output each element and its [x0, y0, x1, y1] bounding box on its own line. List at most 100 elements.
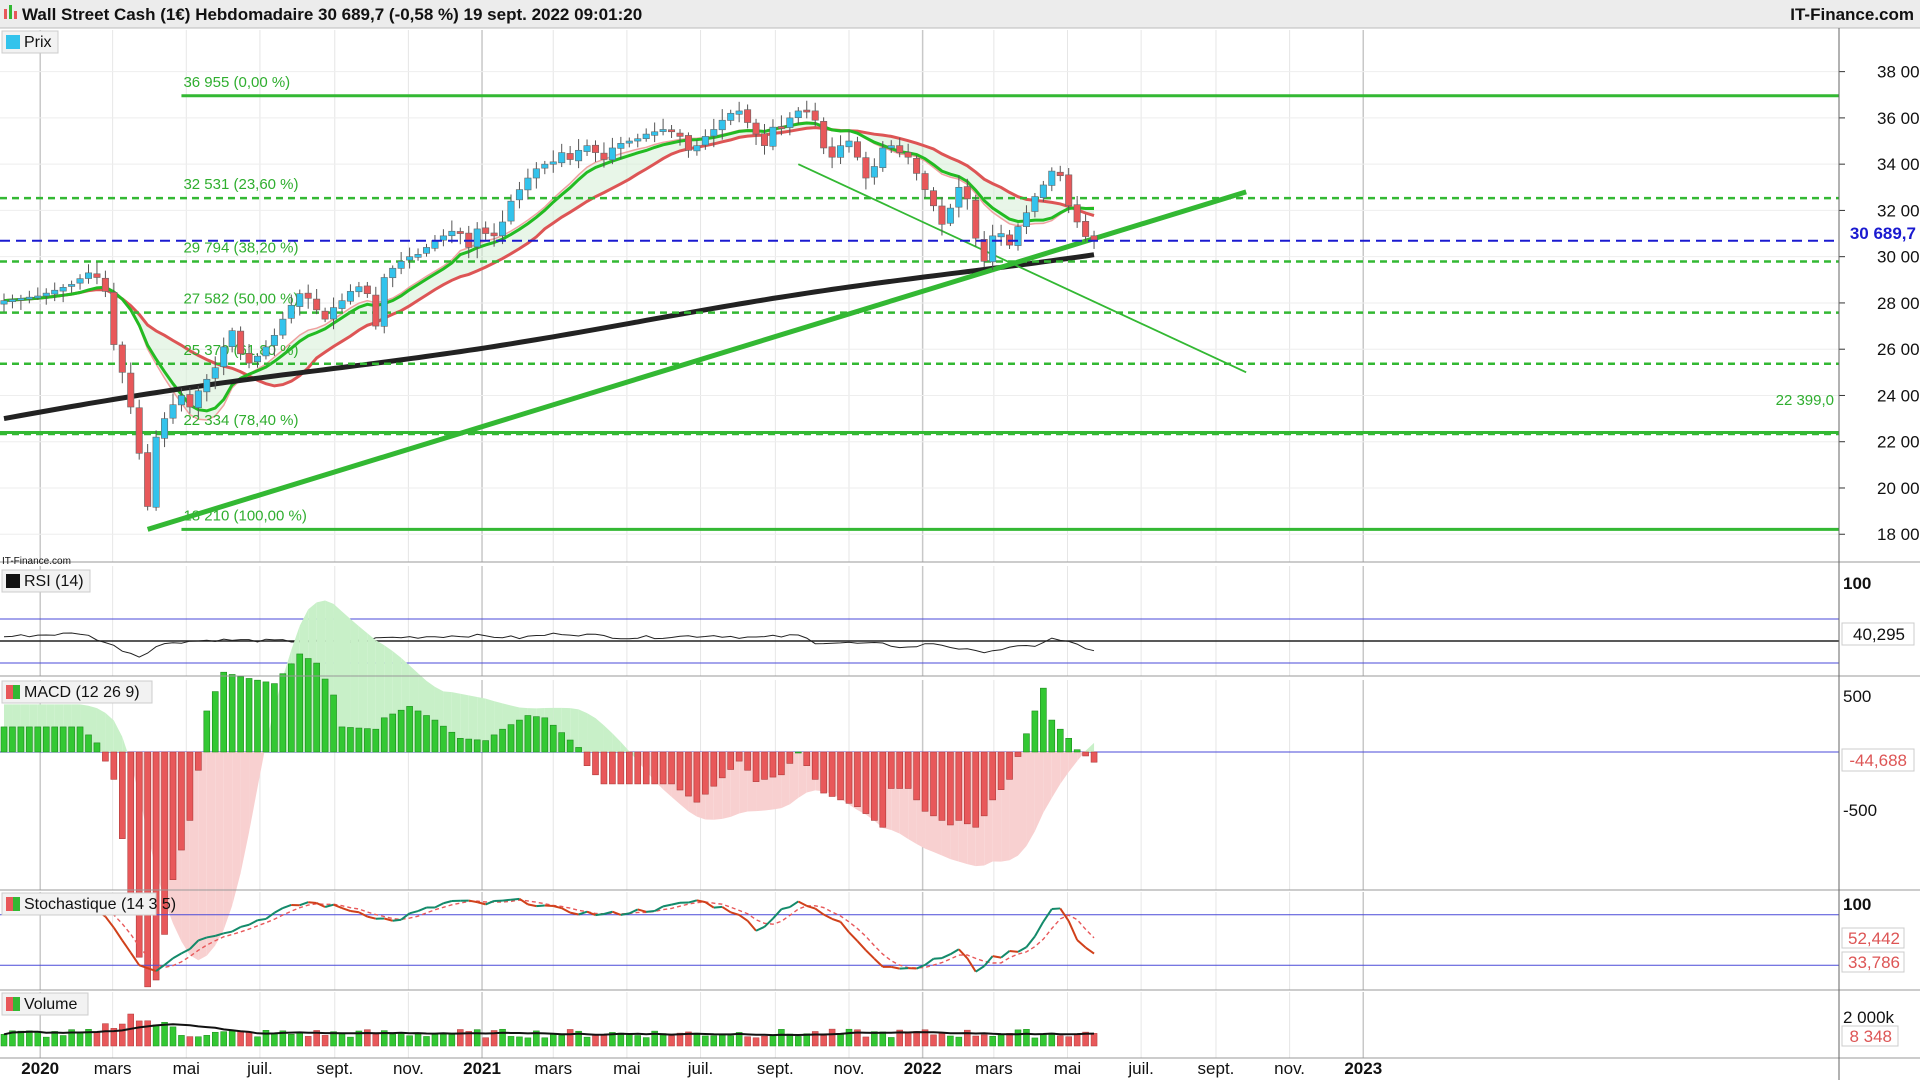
candle-body — [600, 152, 608, 160]
fib-label: 18 210 (100,00 %) — [183, 507, 306, 524]
macd-histogram-bar — [26, 726, 33, 753]
volume-value: 8 348 — [1849, 1027, 1892, 1046]
macd-signal-area — [240, 752, 250, 874]
stoch-k-segment — [206, 934, 216, 939]
candle-body — [1056, 171, 1064, 177]
macd-histogram-bar — [237, 676, 244, 753]
volume-bar — [9, 1030, 16, 1047]
candle-body — [313, 298, 321, 311]
macd-histogram-bar — [296, 653, 304, 753]
volume-bar — [592, 1034, 599, 1047]
macd-signal-area — [477, 697, 486, 752]
macd-histogram-bar — [448, 731, 456, 753]
stoch-k-segment — [502, 898, 512, 902]
macd-histogram-bar — [110, 751, 118, 780]
stoch-k-segment — [367, 915, 377, 920]
macd-histogram-bar — [794, 751, 802, 754]
stoch-k-segment — [434, 902, 444, 909]
macd-histogram-bar — [34, 726, 42, 753]
stoch-k-segment — [873, 958, 884, 968]
volume-bar — [68, 1029, 75, 1047]
legend-macd[interactable]: MACD (12 26 9) — [1, 680, 153, 704]
candle-body — [617, 143, 625, 149]
stoch-k-segment — [806, 904, 816, 910]
stoch-k-segment — [510, 897, 520, 901]
macd-signal-area — [249, 752, 258, 833]
stoch-k-segment — [721, 906, 732, 914]
watermark: IT-Finance.com — [2, 556, 71, 567]
macd-histogram-bar — [997, 751, 1005, 790]
macd-histogram-bar — [617, 751, 625, 785]
volume-bar — [980, 1034, 988, 1047]
legend-prix[interactable]: Prix — [1, 30, 59, 54]
volume-bar — [296, 1032, 303, 1047]
candle-body — [372, 294, 380, 327]
candle-body — [684, 135, 692, 151]
stoch-k-segment — [975, 965, 985, 973]
stoch-k-segment — [392, 918, 402, 922]
macd-histogram-bar — [1073, 749, 1081, 753]
stoch-k-segment — [223, 930, 233, 935]
candle-body — [963, 186, 971, 200]
y-tick-label: 34 000 — [1877, 155, 1920, 174]
volume-bar — [955, 1036, 963, 1047]
stoch-k-segment — [257, 917, 267, 922]
stoch-k-segment — [595, 912, 605, 917]
candle-body — [862, 157, 870, 179]
candle-body — [186, 394, 194, 408]
legend-volume[interactable]: Volume — [1, 992, 89, 1016]
macd-histogram-bar — [820, 751, 827, 794]
macd-histogram-bar — [980, 751, 988, 817]
stoch-k-segment — [1025, 935, 1036, 948]
stoch-k-segment — [933, 957, 943, 960]
candle-body — [161, 418, 169, 439]
candle-body — [296, 293, 304, 307]
x-tick-label: 2021 — [463, 1059, 501, 1078]
candle-body — [237, 330, 245, 355]
candle-body — [870, 166, 878, 178]
candle-body — [304, 292, 312, 299]
candle-body — [144, 452, 152, 507]
stoch-k-segment — [992, 955, 1002, 959]
macd-histogram-bar — [279, 673, 287, 753]
stoch-k-segment — [763, 917, 774, 928]
candle-body — [760, 133, 768, 146]
candle-body — [422, 247, 430, 254]
volume-bar — [685, 1031, 692, 1047]
brand-label[interactable]: IT-Finance.com — [1790, 5, 1914, 24]
volume-bar — [938, 1033, 946, 1047]
macd-histogram-bar — [304, 658, 312, 753]
macd-signal-area — [578, 709, 588, 752]
macd-histogram-bar — [625, 751, 633, 785]
prix-swatch-icon — [6, 35, 20, 49]
volume-bar — [186, 1036, 194, 1047]
macd-histogram-bar — [769, 751, 777, 778]
volume-bar — [34, 1031, 42, 1047]
stoch-k-segment — [147, 967, 157, 973]
volume-bar — [862, 1036, 870, 1047]
candle-body — [245, 353, 253, 364]
legend-stochastic[interactable]: Stochastique (14 3 5) — [1, 892, 176, 916]
stoch-k-segment — [214, 932, 224, 937]
stoch-k-segment — [121, 939, 132, 954]
candle-body — [887, 145, 895, 149]
macd-signal-area — [468, 695, 478, 752]
y-tick-label: 18 000 — [1877, 525, 1920, 544]
volume-bar — [440, 1034, 447, 1047]
macd-histogram-bar — [566, 739, 574, 753]
macd-histogram-bar — [887, 751, 895, 789]
macd-signal-area — [1077, 750, 1086, 762]
macd-histogram-bar — [685, 751, 692, 797]
candle-body — [803, 109, 811, 113]
macd-histogram-bar — [271, 683, 278, 753]
legend-rsi[interactable]: RSI (14) — [1, 569, 91, 593]
x-tick-label: nov. — [393, 1059, 424, 1078]
stoch-k-segment — [772, 908, 783, 920]
candle-body — [59, 287, 67, 292]
candle-body — [507, 200, 515, 222]
stoch-k-value: 52,442 — [1848, 929, 1900, 948]
stoch-k-segment — [553, 905, 562, 910]
candle-body — [211, 367, 219, 379]
stoch-k-segment — [518, 898, 529, 906]
macd-histogram-bar — [195, 751, 202, 771]
